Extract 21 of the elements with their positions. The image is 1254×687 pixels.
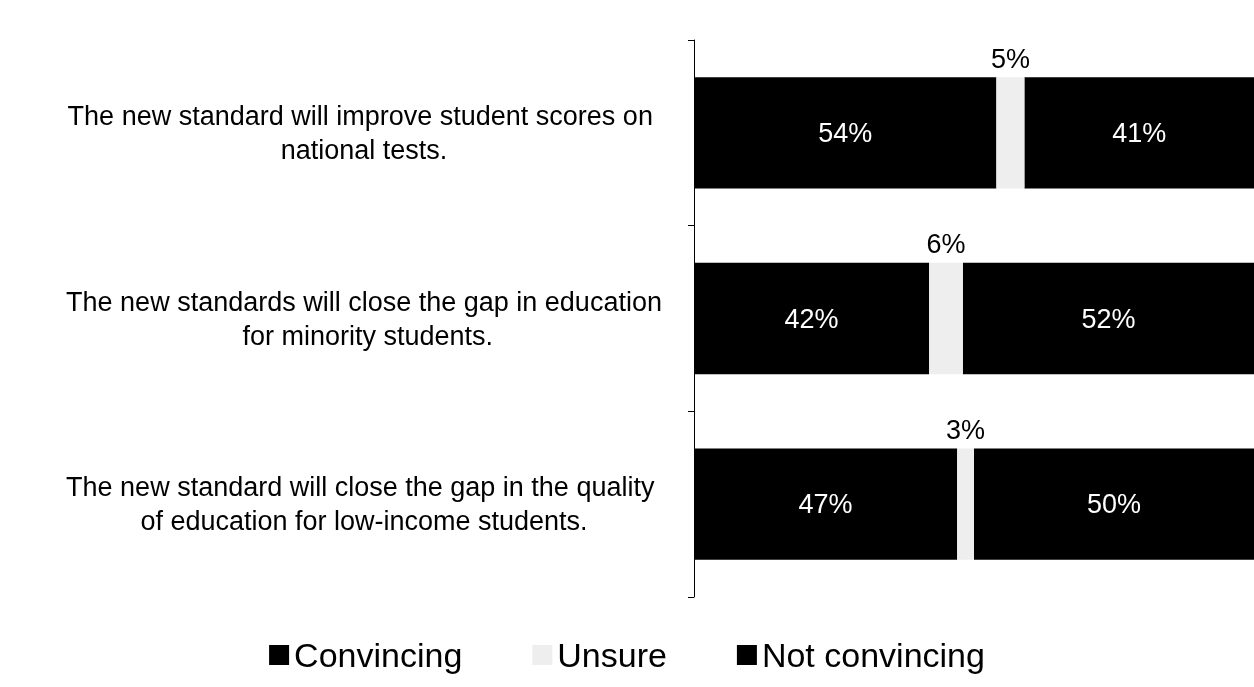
data-label: 5% <box>990 43 1030 74</box>
y-tick-label: The new standards will close the gap in education for minority students. <box>66 286 662 351</box>
data-label: 3% <box>946 414 986 445</box>
bar <box>957 448 974 560</box>
bar <box>996 77 1025 189</box>
data-label: 42% <box>784 303 839 334</box>
y-tick-label: The new standard will improve student scores on national tests. <box>67 100 661 165</box>
data-label: 47% <box>798 489 853 520</box>
data-label: 52% <box>1081 303 1136 334</box>
bar <box>974 448 1254 560</box>
bar <box>962 262 1254 375</box>
data-label: 6% <box>926 229 966 260</box>
legend-label: Not convincing <box>761 636 985 674</box>
bar <box>929 262 963 375</box>
legend-label: Convincing <box>294 636 463 674</box>
data-label: 54% <box>818 117 873 148</box>
bar <box>1024 77 1254 189</box>
y-tick-label: The new standard will close the gap in the quality of education for low-income students. <box>66 472 662 537</box>
data-label: 50% <box>1086 489 1142 520</box>
legend-label: Unsure <box>557 636 667 674</box>
data-label: 41% <box>1112 117 1167 148</box>
